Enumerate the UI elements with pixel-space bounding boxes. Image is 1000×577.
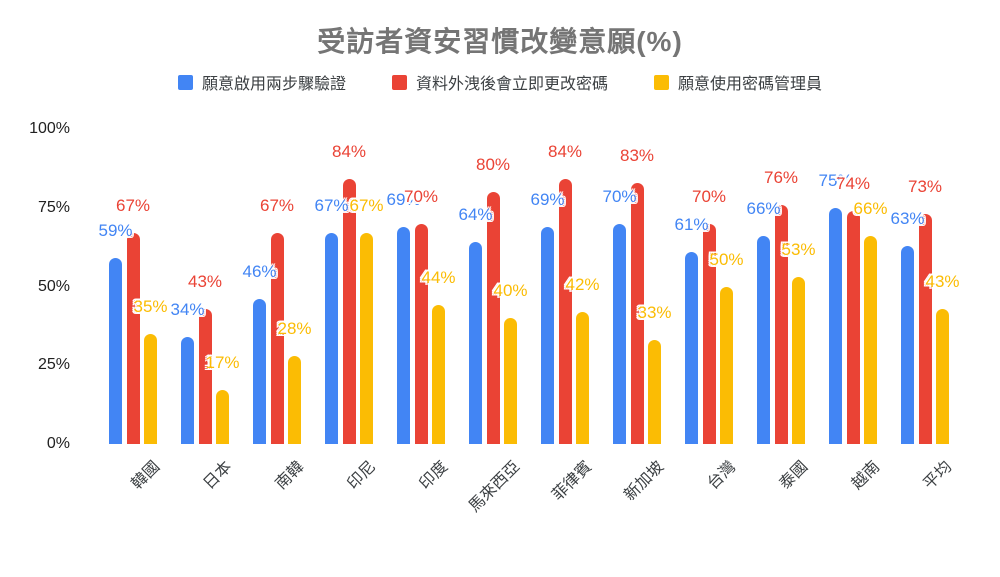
bar — [397, 226, 410, 444]
bar-value-label: 44% — [421, 268, 456, 288]
bar — [757, 236, 770, 444]
bar-value-label: 66% — [853, 199, 888, 219]
legend-label: 資料外洩後會立即更改密碼 — [415, 76, 608, 93]
bar — [864, 236, 877, 444]
y-axis-tick: 0% — [46, 435, 70, 452]
y-axis-tick: 75% — [37, 198, 70, 216]
bar-value-label: 53% — [781, 240, 816, 260]
bar-value-label: 34% — [170, 299, 205, 319]
bar-value-label: 28% — [277, 318, 312, 338]
bar-value-label: 67% — [259, 195, 295, 215]
bar-value-label: 46% — [242, 262, 277, 282]
bar — [126, 232, 140, 444]
bar — [325, 232, 338, 444]
bar-value-label: 17% — [205, 353, 240, 373]
bar — [541, 226, 554, 444]
bar-value-label: 80% — [475, 155, 511, 174]
bar-value-label: 50% — [709, 249, 744, 269]
bar — [846, 210, 860, 444]
bar — [918, 214, 932, 444]
bar-value-label: 67% — [115, 195, 151, 215]
bar-value-label: 61% — [674, 214, 709, 234]
bar — [613, 223, 626, 444]
bar — [936, 308, 949, 444]
bar — [901, 245, 914, 444]
bar-value-label: 59% — [98, 221, 133, 241]
bar-value-label: 84% — [547, 142, 583, 162]
bar-value-label: 84% — [331, 142, 367, 162]
bar — [469, 242, 482, 444]
bar-value-label: 66% — [746, 199, 781, 219]
bar — [504, 318, 517, 444]
bar — [181, 336, 194, 444]
bar-value-label: 40% — [493, 281, 528, 300]
legend-item-two-step-verification: 願意啟用兩步驟驗證 — [177, 70, 346, 94]
bar-value-label: 43% — [925, 271, 960, 291]
bar-chart: 受訪者資安習慣改變意願(%) 願意啟用兩步驟驗證 資料外洩後會立即更改密碼 願意… — [0, 26, 1000, 516]
bar — [558, 179, 572, 444]
bar-value-label: 64% — [458, 205, 493, 225]
bar — [685, 251, 698, 444]
bar — [648, 340, 661, 444]
legend-item-change-password-after-breach: 資料外洩後會立即更改密碼 — [391, 70, 608, 94]
bar — [342, 179, 356, 444]
legend-swatch-red-icon — [391, 74, 407, 90]
bar — [630, 182, 644, 444]
bar — [216, 390, 229, 444]
bar-value-label: 74% — [835, 173, 871, 193]
bar — [198, 308, 212, 444]
legend-label: 願意啟用兩步驟驗證 — [201, 76, 346, 93]
bar-value-label: 35% — [133, 296, 168, 316]
bar — [576, 311, 589, 444]
bar — [774, 204, 788, 444]
bar — [829, 207, 842, 444]
bar-value-label: 76% — [763, 167, 799, 187]
chart-title: 受訪者資安習慣改變意願(%) — [317, 26, 683, 57]
bar — [288, 355, 301, 444]
bar — [486, 192, 500, 444]
bar-value-label: 67% — [314, 195, 349, 215]
legend: 願意啟用兩步驟驗證 資料外洩後會立即更改密碼 願意使用密碼管理員 — [0, 70, 1000, 94]
bar-value-label: 42% — [565, 274, 600, 294]
bar-value-label: 70% — [691, 186, 727, 206]
legend-label: 願意使用密碼管理員 — [678, 76, 823, 93]
bar-value-label: 69% — [530, 189, 565, 209]
bar — [253, 299, 266, 444]
bar — [360, 232, 373, 444]
y-axis-tick: 25% — [37, 356, 70, 374]
bar — [702, 223, 716, 444]
legend-swatch-yellow-icon — [654, 74, 669, 90]
bar — [432, 305, 445, 444]
bar — [144, 333, 157, 444]
bar-value-label: 33% — [637, 303, 672, 323]
bar-value-label: 70% — [403, 186, 439, 206]
legend-item-password-manager: 願意使用密碼管理員 — [654, 70, 822, 94]
bar — [109, 258, 122, 444]
bar — [792, 277, 805, 444]
bar-value-label: 69% — [386, 189, 421, 209]
bar-value-label: 83% — [619, 145, 655, 165]
bar — [414, 223, 428, 444]
bar-value-label: 63% — [890, 208, 925, 228]
bar — [720, 286, 733, 444]
y-axis-tick: 50% — [37, 277, 70, 295]
legend-swatch-blue-icon — [177, 74, 193, 90]
bar — [270, 232, 284, 444]
bar-value-label: 75% — [818, 170, 853, 190]
bar-value-label: 73% — [907, 177, 943, 197]
bar-value-label: 70% — [602, 186, 637, 206]
y-axis-tick: 100% — [29, 120, 70, 137]
bar-value-label: 43% — [187, 271, 223, 291]
bar-value-label: 67% — [349, 195, 384, 215]
